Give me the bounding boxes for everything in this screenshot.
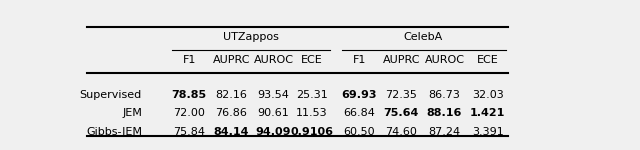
Text: Gibbs-JEM: Gibbs-JEM — [86, 127, 142, 136]
Text: 75.84: 75.84 — [173, 127, 205, 136]
Text: ECE: ECE — [301, 55, 323, 65]
Text: CelebA: CelebA — [404, 32, 443, 42]
Text: 87.24: 87.24 — [429, 127, 461, 136]
Text: ECE: ECE — [477, 55, 499, 65]
Text: F1: F1 — [353, 55, 366, 65]
Text: 72.00: 72.00 — [173, 108, 205, 118]
Text: 32.03: 32.03 — [472, 90, 504, 100]
Text: 1.421: 1.421 — [470, 108, 506, 118]
Text: AUPRC: AUPRC — [383, 55, 420, 65]
Text: 84.14: 84.14 — [214, 127, 249, 136]
Text: 66.84: 66.84 — [343, 108, 375, 118]
Text: 75.64: 75.64 — [384, 108, 419, 118]
Text: 0.9106: 0.9106 — [291, 127, 333, 136]
Text: JEM: JEM — [122, 108, 142, 118]
Text: 76.86: 76.86 — [215, 108, 247, 118]
Text: 74.60: 74.60 — [385, 127, 417, 136]
Text: 3.391: 3.391 — [472, 127, 504, 136]
Text: AUROC: AUROC — [253, 55, 293, 65]
Text: 69.93: 69.93 — [342, 90, 377, 100]
Text: AUROC: AUROC — [424, 55, 465, 65]
Text: 25.31: 25.31 — [296, 90, 328, 100]
Text: 90.61: 90.61 — [257, 108, 289, 118]
Text: F1: F1 — [182, 55, 196, 65]
Text: 72.35: 72.35 — [385, 90, 417, 100]
Text: 82.16: 82.16 — [215, 90, 247, 100]
Text: AUPRC: AUPRC — [212, 55, 250, 65]
Text: 60.50: 60.50 — [344, 127, 375, 136]
Text: 86.73: 86.73 — [429, 90, 461, 100]
Text: 78.85: 78.85 — [172, 90, 207, 100]
Text: UTZappos: UTZappos — [223, 32, 278, 42]
Text: 93.54: 93.54 — [257, 90, 289, 100]
Text: 88.16: 88.16 — [427, 108, 462, 118]
Text: Supervised: Supervised — [80, 90, 142, 100]
Text: 94.09: 94.09 — [256, 127, 291, 136]
Text: 11.53: 11.53 — [296, 108, 328, 118]
